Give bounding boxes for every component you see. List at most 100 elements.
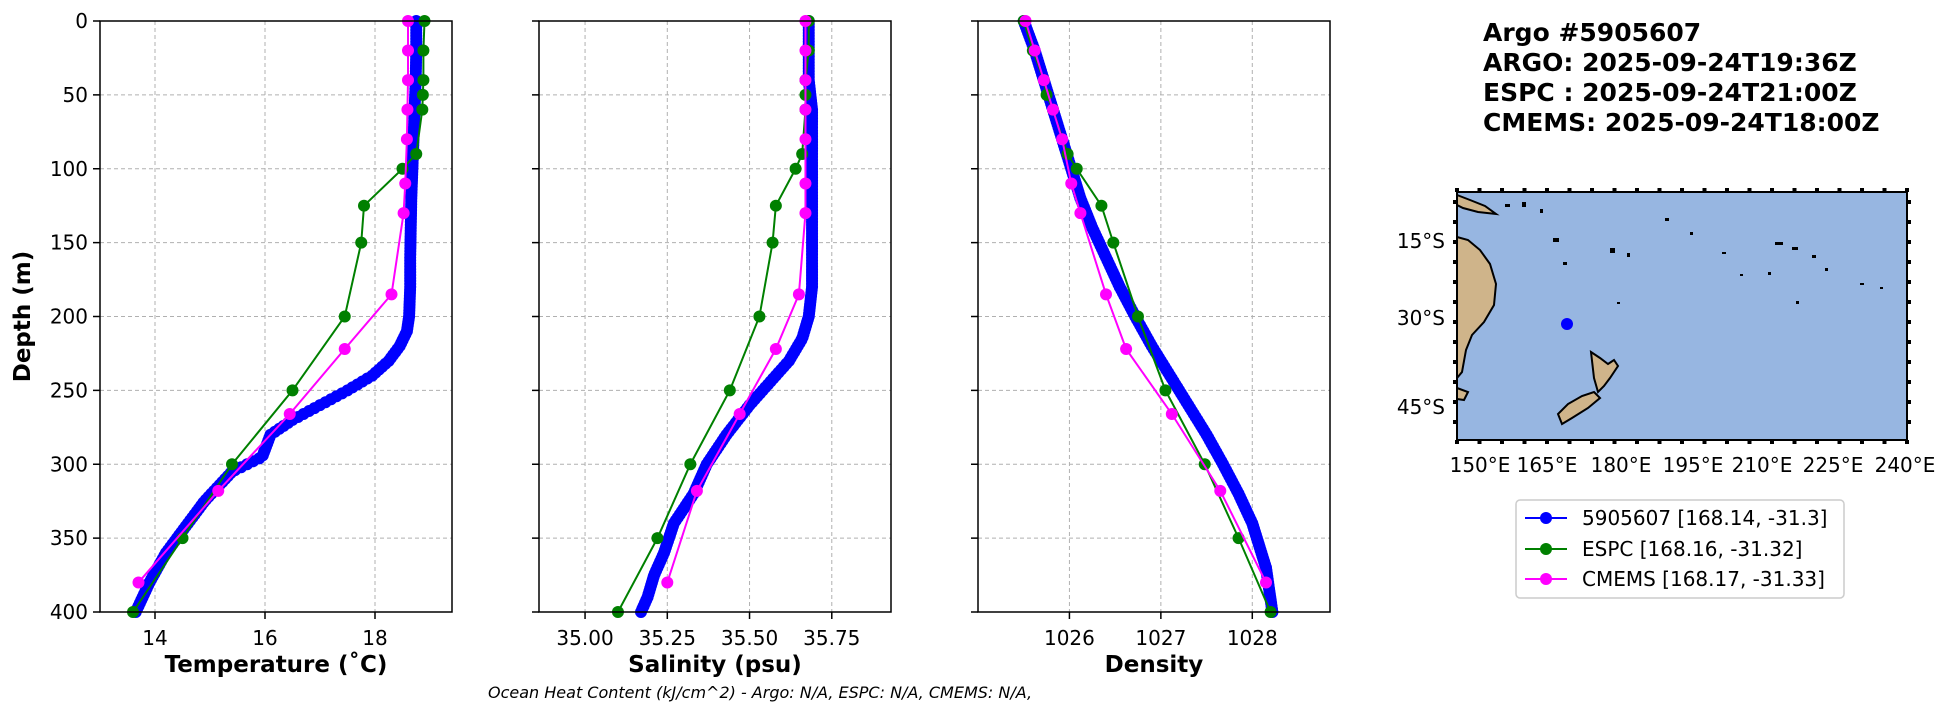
x-axis-label: Temperature (˚C) [165,651,388,678]
map-tick-right [1907,320,1911,324]
series-point-espc [417,44,430,57]
profile-panel-1: 14 16 18 0 50 100 150 200 250 300 350 400 Temperatur… [10,9,453,678]
series-point-cmems [402,74,414,87]
series-point-cmems [399,177,412,190]
map-tick-top [1725,188,1729,192]
series-line-cmems [137,21,409,584]
map-float-marker [1561,318,1573,330]
map-tick-top [1477,188,1482,192]
y-tick-label: 350 [50,526,88,550]
series-point-espc [410,147,423,160]
map-lon-label-180e: 180°E [1591,453,1652,477]
map-tick-bottom [1590,440,1594,444]
x-tick-label: 35.75 [803,626,860,650]
series-point-cmems [1037,74,1050,87]
x-tick-label: 16 [252,626,277,650]
x-tick-label: 1028 [1227,626,1278,650]
series-point-espc [1095,199,1108,212]
title-line-2: ARGO: 2025-09-24T19:36Z [1483,48,1857,77]
series-point-cmems [283,408,296,421]
map-tick-top [1747,188,1752,192]
map-tick-top [1657,188,1662,192]
map-tick-bottom [1477,440,1482,444]
map-tick-bottom [1657,440,1662,444]
y-axis-label: Depth (m) [10,251,36,383]
y-tick-label: 150 [50,231,88,255]
series-point-cmems [1214,484,1227,497]
profile-panel-3: 1026 1027 1028 Density [971,15,1331,678]
map-tick-top [1680,188,1684,192]
map-tick-right [1907,340,1911,344]
series-point-cmems [799,74,812,87]
legend-marker-cmems [1540,573,1552,585]
map-tick-bottom [1500,440,1504,444]
x-tick-label: 14 [142,626,167,650]
map-lon-label-240e: 240°E [1875,453,1936,477]
series-point-cmems [402,44,414,57]
location-map: 15°S 30°S 45°S 150°E 165°E 180°E 195°E 2… [1397,188,1936,477]
x-tick-label: 35.25 [639,626,696,650]
map-tick-right [1907,200,1911,204]
series-point-cmems [1165,408,1178,421]
map-lon-label-210e: 210°E [1732,453,1793,477]
x-tick-label: 1027 [1135,626,1186,650]
map-ocean [1457,192,1907,440]
map-tick-bottom [1725,440,1729,444]
map-tick-bottom [1612,440,1617,444]
map-tick-left [1453,360,1457,364]
map-lat-label-30s: 30°S [1397,306,1445,330]
series-point-cmems [690,484,703,497]
series-point-cmems [212,484,225,497]
series-point-cmems [799,44,812,57]
map-land-new-zealand-north [1589,349,1620,394]
series-point-espc [1070,162,1083,175]
map-lon-label-150e: 150°E [1450,453,1511,477]
map-frame-ticks [1453,188,1911,444]
map-tick-top [1500,188,1504,192]
map-tick-right [1907,380,1911,384]
map-islands [1505,202,1883,304]
map-tick-bottom [1545,440,1549,444]
series-point-cmems [132,576,145,589]
map-tick-right [1907,420,1911,424]
map-tick-bottom [1455,440,1459,444]
series-point-espc [226,458,238,471]
legend-frame [1515,499,1845,599]
map-tick-top [1590,188,1594,192]
series-point-cmems [1260,576,1272,589]
map-lon-label-195e: 195°E [1663,453,1724,477]
series-point-espc [355,236,368,249]
series-point-cmems [397,207,410,220]
map-tick-bottom [1522,440,1527,444]
profile-panels: 14 16 18 0 50 100 150 200 250 300 350 400 Temperatur… [10,9,1331,678]
legend-marker-argo [1540,512,1552,524]
map-tick-top [1770,188,1774,192]
series-point-espc [651,532,664,545]
series-point-espc [416,103,429,116]
map-tick-bottom [1770,440,1774,444]
map-tick-left [1453,420,1457,424]
legend-label-cmems: CMEMS [168.17, -31.33] [1582,567,1825,591]
map-tick-top [1815,188,1819,192]
series-point-espc [766,236,779,249]
map-tick-top [1522,188,1527,192]
x-axis-label: Salinity (psu) [628,652,802,678]
title-line-4: CMEMS: 2025-09-24T18:00Z [1483,108,1880,137]
map-tick-right [1907,360,1911,364]
map-tick-left [1453,380,1457,384]
series-point-cmems [769,343,782,356]
map-tick-top [1860,188,1864,192]
map-tick-top [1905,188,1909,192]
figure-title: Argo #5905607 ARGO: 2025-09-24T19:36Z ES… [1483,18,1880,137]
map-tick-bottom [1792,440,1797,444]
series-point-cmems [385,288,398,301]
map-tick-left [1453,260,1457,264]
map-lat-label-45s: 45°S [1397,395,1445,419]
map-tick-bottom [1882,440,1887,444]
map-tick-left [1453,240,1457,244]
series-line-cmems [1024,20,1267,583]
map-tick-left [1453,320,1457,324]
map-tick-top [1882,188,1887,192]
series-point-cmems [799,207,812,220]
